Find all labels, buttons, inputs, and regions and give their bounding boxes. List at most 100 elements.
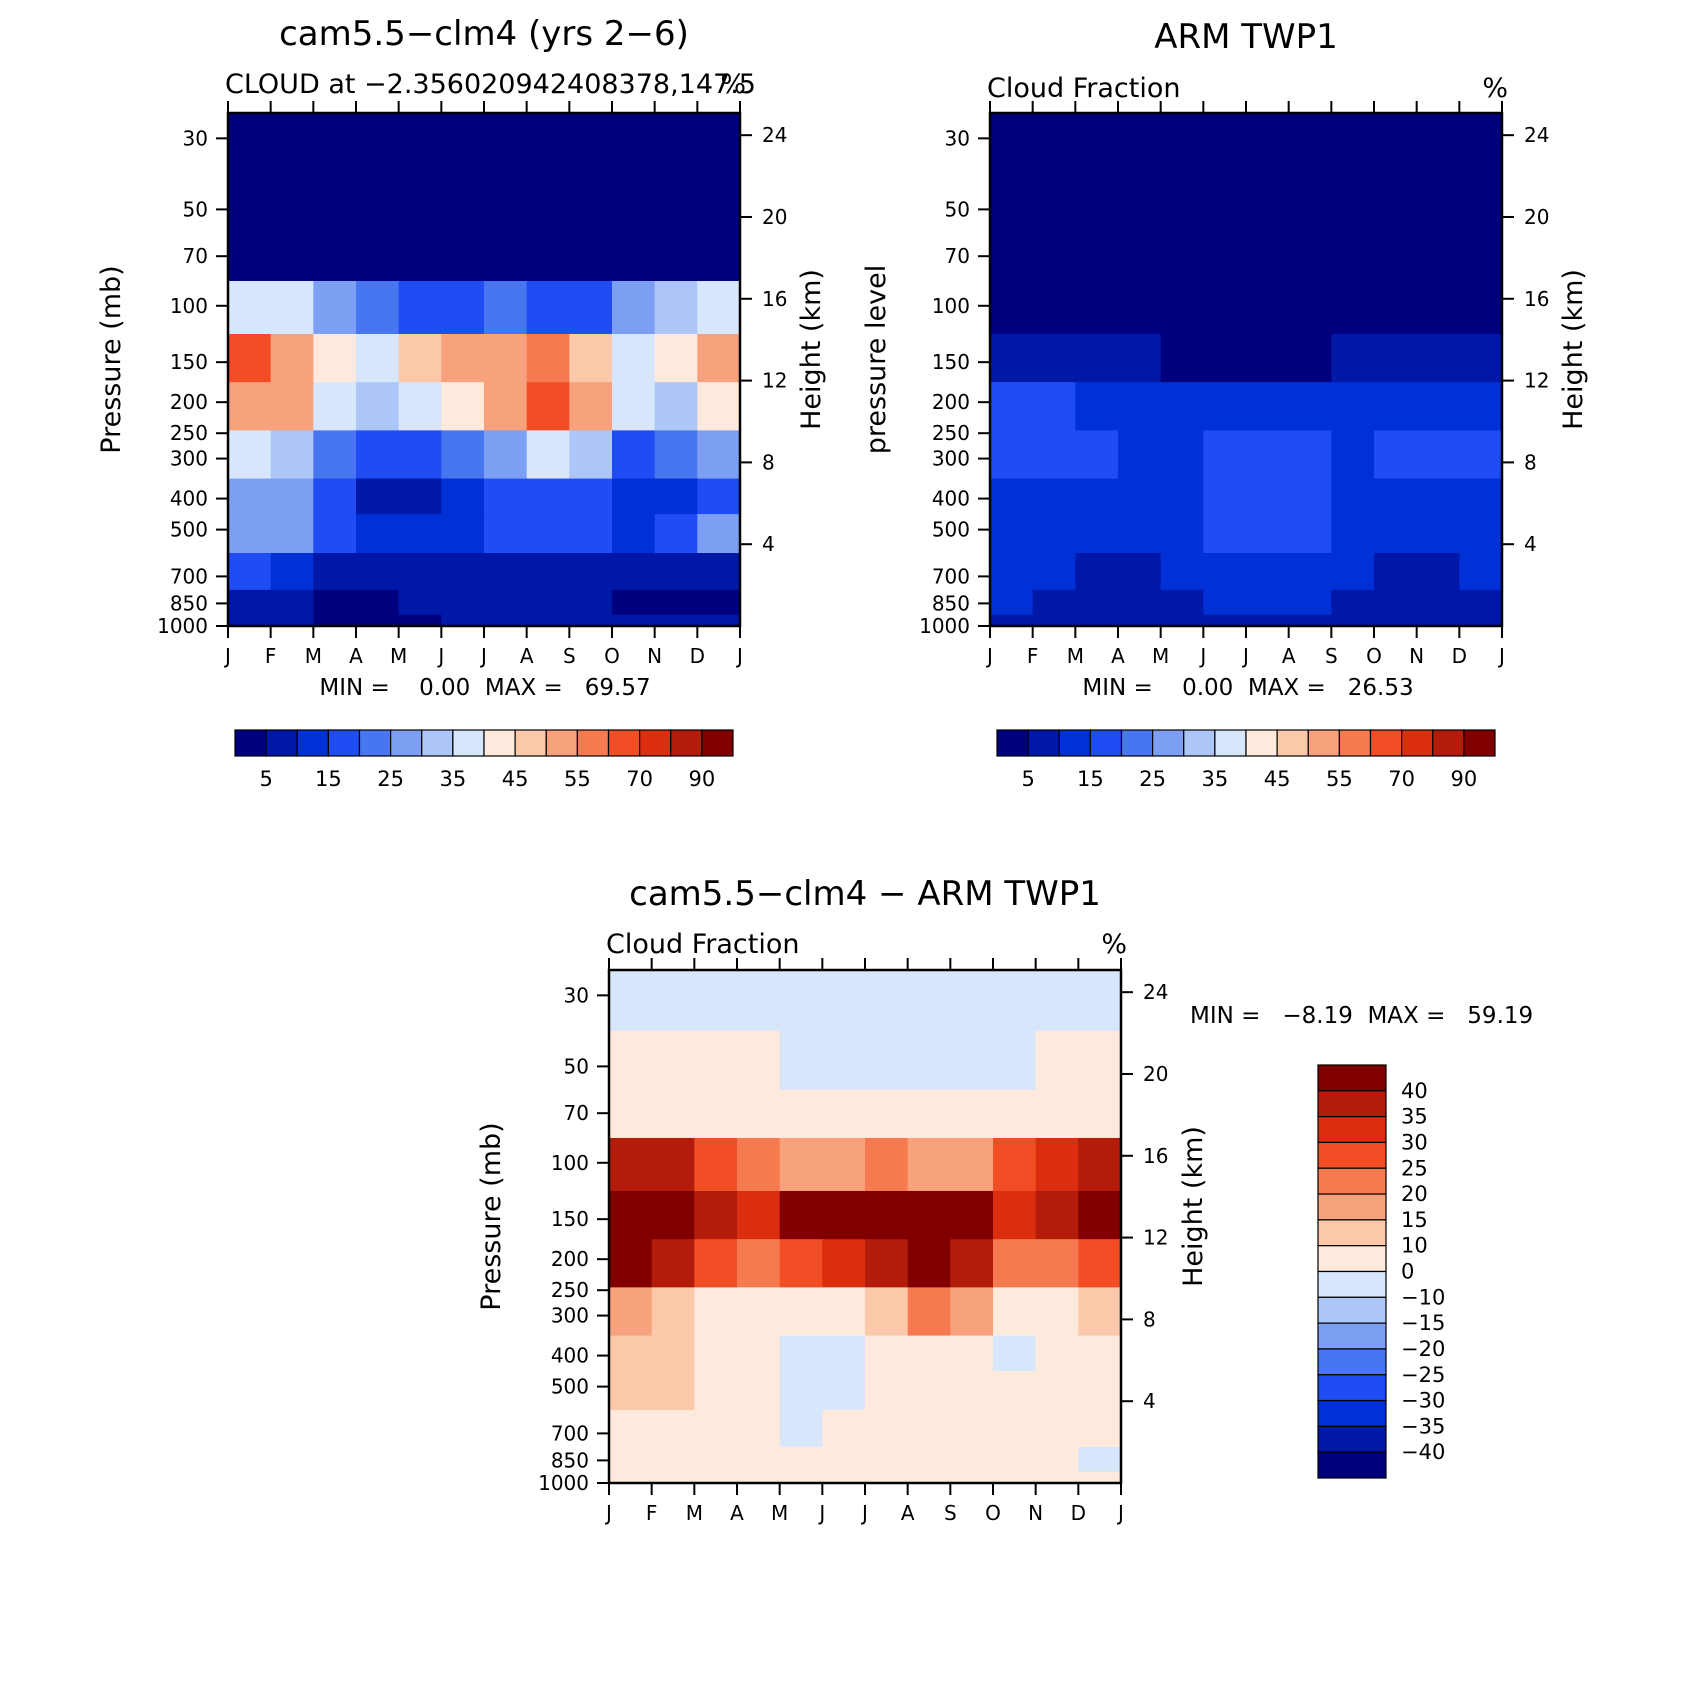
field-cell bbox=[228, 589, 272, 616]
field-cell bbox=[1246, 333, 1290, 383]
x-tick-label: D bbox=[690, 644, 705, 668]
field-cell bbox=[694, 1137, 738, 1192]
field-cell bbox=[609, 1287, 653, 1337]
field-cell bbox=[1035, 1410, 1079, 1448]
colorbar-label: 15 bbox=[1401, 1208, 1428, 1232]
x-tick-label: J bbox=[1116, 1501, 1124, 1525]
field-cell bbox=[609, 1137, 653, 1192]
field-cell bbox=[822, 1190, 866, 1240]
colorbar-label: −25 bbox=[1401, 1363, 1445, 1387]
field-cell bbox=[779, 1410, 823, 1448]
diff-contour-field bbox=[609, 970, 1122, 1484]
y-tick-label: 250 bbox=[551, 1278, 589, 1302]
field-cell bbox=[907, 1239, 951, 1288]
field-cell bbox=[228, 514, 272, 554]
field-cell bbox=[1118, 232, 1162, 282]
y-tick-label: 250 bbox=[932, 421, 970, 445]
field-cell bbox=[609, 1335, 653, 1372]
field-cell bbox=[737, 1471, 781, 1484]
field-cell bbox=[270, 614, 314, 627]
field-cell bbox=[1078, 1287, 1122, 1337]
field-cell bbox=[270, 173, 314, 234]
field-cell bbox=[990, 614, 1034, 627]
y-tick-label: 500 bbox=[551, 1375, 589, 1399]
x-tick-label: A bbox=[1282, 644, 1296, 668]
field-cell bbox=[822, 1239, 866, 1288]
field-cell bbox=[1288, 430, 1332, 480]
field-cell bbox=[398, 478, 442, 515]
field-cell bbox=[1288, 614, 1332, 627]
colorbar-label: 25 bbox=[1401, 1156, 1428, 1180]
field-cell bbox=[1118, 430, 1162, 480]
field-cell bbox=[1075, 589, 1119, 616]
field-cell bbox=[228, 113, 272, 175]
x-tick-label: D bbox=[1071, 1501, 1086, 1525]
model-contour-field bbox=[228, 113, 741, 627]
field-cell bbox=[1118, 553, 1162, 591]
field-cell bbox=[1374, 173, 1418, 234]
x-tick-label: S bbox=[944, 1501, 957, 1525]
obs-right-axis-label: Height (km) bbox=[1558, 269, 1589, 430]
y-tick-label: 500 bbox=[932, 518, 970, 542]
colorbar-swatch bbox=[1027, 729, 1060, 757]
field-cell bbox=[1118, 280, 1162, 335]
field-cell bbox=[228, 232, 272, 282]
x-tick-label: J bbox=[985, 644, 993, 668]
field-cell bbox=[1374, 430, 1418, 480]
colorbar-swatch bbox=[1317, 1245, 1387, 1273]
obs-panel-units: % bbox=[1482, 73, 1508, 104]
field-cell bbox=[398, 553, 442, 591]
field-cell bbox=[1374, 514, 1418, 554]
colorbar-swatch bbox=[1317, 1064, 1387, 1092]
field-cell bbox=[1075, 430, 1119, 480]
field-cell bbox=[398, 232, 442, 282]
colorbar-swatch bbox=[1089, 729, 1123, 757]
y-tick-label: 500 bbox=[170, 518, 208, 542]
field-cell bbox=[694, 1446, 738, 1473]
field-cell bbox=[993, 1137, 1037, 1192]
field-cell bbox=[1246, 553, 1290, 591]
field-cell bbox=[1160, 382, 1204, 431]
model-colorbar: 5 15 25 35 45 55 70 90 bbox=[234, 729, 734, 791]
field-cell bbox=[907, 1335, 951, 1372]
field-cell bbox=[1416, 430, 1460, 480]
field-cell bbox=[865, 1287, 909, 1337]
x-tick-label: A bbox=[730, 1501, 744, 1525]
field-cell bbox=[907, 1446, 951, 1473]
field-cell bbox=[822, 1446, 866, 1473]
colorbar-label: 70 bbox=[1388, 767, 1415, 791]
field-cell bbox=[612, 333, 656, 383]
field-cell bbox=[526, 280, 570, 335]
height-tick-label: 8 bbox=[1524, 450, 1537, 474]
field-cell bbox=[1203, 113, 1247, 175]
field-cell bbox=[1118, 333, 1162, 383]
height-tick-label: 4 bbox=[1524, 532, 1537, 556]
x-tick-label: J bbox=[1241, 644, 1249, 668]
colorbar-swatch bbox=[1432, 729, 1465, 757]
field-cell bbox=[1331, 173, 1375, 234]
field-cell bbox=[990, 514, 1034, 554]
field-cell bbox=[313, 173, 357, 234]
field-cell bbox=[990, 173, 1034, 234]
field-cell bbox=[993, 1446, 1037, 1473]
field-cell bbox=[1203, 232, 1247, 282]
field-cell bbox=[1118, 173, 1162, 234]
field-cell bbox=[398, 382, 442, 431]
field-cell bbox=[270, 553, 314, 591]
field-cell bbox=[1160, 553, 1204, 591]
field-cell bbox=[993, 1089, 1037, 1139]
colorbar-swatch bbox=[1317, 1167, 1387, 1195]
model-min-max-readout: MIN = 0.00 MAX = 69.57 bbox=[319, 675, 650, 701]
y-tick-label: 1000 bbox=[157, 614, 208, 638]
y-tick-label: 700 bbox=[170, 564, 208, 588]
field-cell bbox=[907, 1471, 951, 1484]
field-cell bbox=[569, 280, 613, 335]
field-cell bbox=[1459, 280, 1503, 335]
field-cell bbox=[1203, 589, 1247, 616]
field-cell bbox=[1331, 514, 1375, 554]
field-cell bbox=[1374, 614, 1418, 627]
height-tick-label: 4 bbox=[1143, 1389, 1156, 1413]
field-cell bbox=[907, 1371, 951, 1411]
field-cell bbox=[569, 232, 613, 282]
field-cell bbox=[697, 232, 741, 282]
